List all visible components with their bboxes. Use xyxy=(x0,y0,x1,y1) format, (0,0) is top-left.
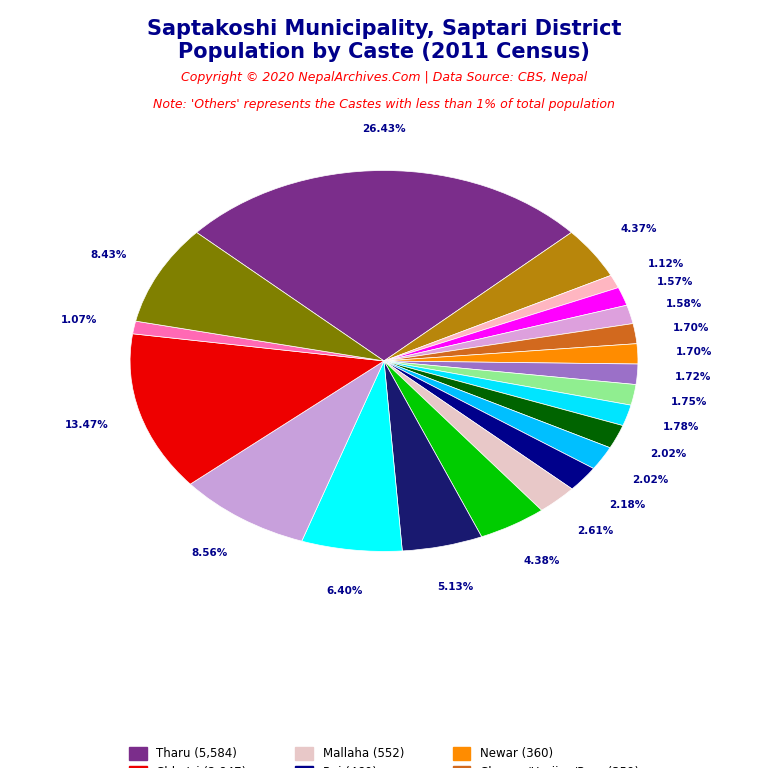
Text: 2.18%: 2.18% xyxy=(609,500,645,510)
Wedge shape xyxy=(384,361,541,537)
Text: 8.56%: 8.56% xyxy=(191,548,227,558)
Text: 1.78%: 1.78% xyxy=(663,422,699,432)
Text: 1.72%: 1.72% xyxy=(675,372,711,382)
Text: 1.58%: 1.58% xyxy=(667,299,703,309)
Wedge shape xyxy=(384,287,627,361)
Text: Copyright © 2020 NepalArchives.Com | Data Source: CBS, Nepal: Copyright © 2020 NepalArchives.Com | Dat… xyxy=(181,71,587,84)
Wedge shape xyxy=(384,361,610,468)
Wedge shape xyxy=(384,276,618,361)
Wedge shape xyxy=(190,361,384,541)
Text: 1.70%: 1.70% xyxy=(673,323,709,333)
Text: 2.61%: 2.61% xyxy=(578,525,614,536)
Wedge shape xyxy=(384,233,611,361)
Text: 13.47%: 13.47% xyxy=(65,420,108,430)
Wedge shape xyxy=(384,361,638,385)
Wedge shape xyxy=(384,361,631,425)
Wedge shape xyxy=(384,323,637,361)
Text: 6.40%: 6.40% xyxy=(326,587,362,597)
Text: 1.57%: 1.57% xyxy=(657,277,694,287)
Text: 2.02%: 2.02% xyxy=(632,475,668,485)
Text: 1.12%: 1.12% xyxy=(647,259,684,269)
Wedge shape xyxy=(384,305,633,361)
Text: 1.70%: 1.70% xyxy=(675,347,712,357)
Text: 4.37%: 4.37% xyxy=(621,224,657,234)
Wedge shape xyxy=(384,361,482,551)
Wedge shape xyxy=(133,321,384,361)
Text: 1.07%: 1.07% xyxy=(61,315,98,325)
Text: 1.75%: 1.75% xyxy=(670,397,707,407)
Wedge shape xyxy=(136,233,384,361)
Text: 2.02%: 2.02% xyxy=(650,449,687,458)
Text: Note: 'Others' represents the Castes with less than 1% of total population: Note: 'Others' represents the Castes wit… xyxy=(153,98,615,111)
Text: 5.13%: 5.13% xyxy=(438,582,474,592)
Legend: Tharu (5,584), Chhetri (2,847), Musahar (1,808), Yadav (1,352), Brahmin - Hill (: Tharu (5,584), Chhetri (2,847), Musahar … xyxy=(124,743,644,768)
Wedge shape xyxy=(197,170,571,361)
Wedge shape xyxy=(384,343,638,364)
Text: 8.43%: 8.43% xyxy=(91,250,127,260)
Text: Saptakoshi Municipality, Saptari District: Saptakoshi Municipality, Saptari Distric… xyxy=(147,19,621,39)
Wedge shape xyxy=(302,361,402,551)
Text: Population by Caste (2011 Census): Population by Caste (2011 Census) xyxy=(178,42,590,62)
Wedge shape xyxy=(384,361,594,489)
Wedge shape xyxy=(384,361,636,406)
Wedge shape xyxy=(384,361,623,448)
Text: 26.43%: 26.43% xyxy=(362,124,406,134)
Wedge shape xyxy=(130,334,384,484)
Text: 4.38%: 4.38% xyxy=(523,556,559,566)
Wedge shape xyxy=(384,361,572,510)
